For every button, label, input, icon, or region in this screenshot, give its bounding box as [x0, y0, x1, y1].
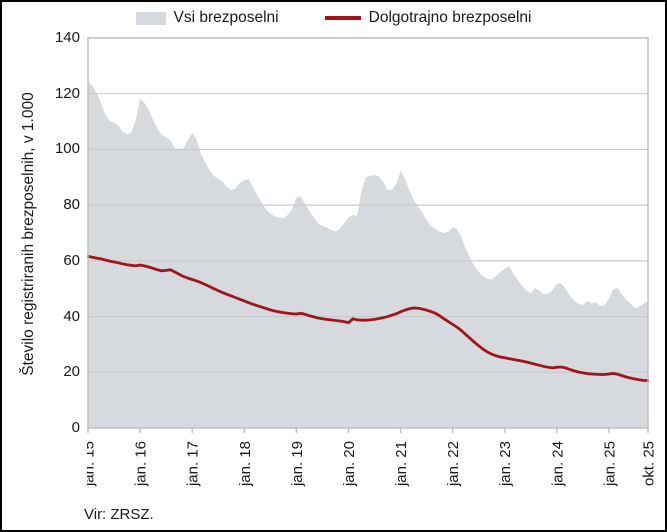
y-tick-label: 0	[71, 419, 80, 436]
x-axis: jan. 15 jan. 16 jan. 17 jan. 18 jan. 19 jan. …	[87, 427, 658, 487]
plot-area	[87, 37, 649, 429]
y-tick-label: 40	[63, 307, 80, 325]
x-tick-label: jan. 22	[445, 441, 462, 487]
x-tick-label: jan. 25	[601, 441, 618, 487]
x-tick-label: jan. 24	[549, 441, 566, 487]
x-tick-label: jan. 17	[185, 441, 202, 487]
x-tick-label: jan. 19	[289, 441, 306, 487]
legend-item-all-unemployed: Vsi brezposelni	[135, 9, 279, 27]
legend-label-longterm-unemployed: Dolgotrajno brezposelni	[368, 9, 532, 26]
y-tick-label: 100	[54, 140, 80, 158]
x-tick-label: okt. 25	[641, 441, 658, 486]
chart-legend: Vsi brezposelni Dolgotrajno brezposelni	[2, 5, 665, 31]
y-tick-label: 60	[63, 251, 80, 269]
y-tick-label: 80	[63, 196, 80, 214]
legend-label-all-unemployed: Vsi brezposelni	[173, 9, 279, 26]
y-tick-label: 120	[54, 84, 80, 102]
area-series-swatch	[135, 11, 166, 25]
line-series-swatch	[324, 16, 361, 20]
y-tick-label: 140	[54, 29, 80, 46]
x-tick-label: jan. 20	[341, 441, 358, 487]
x-tick-label: jan. 23	[497, 441, 514, 487]
legend-item-longterm-unemployed: Dolgotrajno brezposelni	[324, 9, 532, 27]
x-tick-label: jan. 21	[393, 441, 410, 487]
y-tick-label: 20	[63, 363, 80, 381]
x-tick-label: jan. 15	[87, 441, 98, 487]
source-note: Vir: ZRSZ.	[84, 506, 154, 523]
x-tick-label: jan. 18	[237, 441, 254, 487]
x-tick-label: jan. 16	[133, 441, 150, 487]
